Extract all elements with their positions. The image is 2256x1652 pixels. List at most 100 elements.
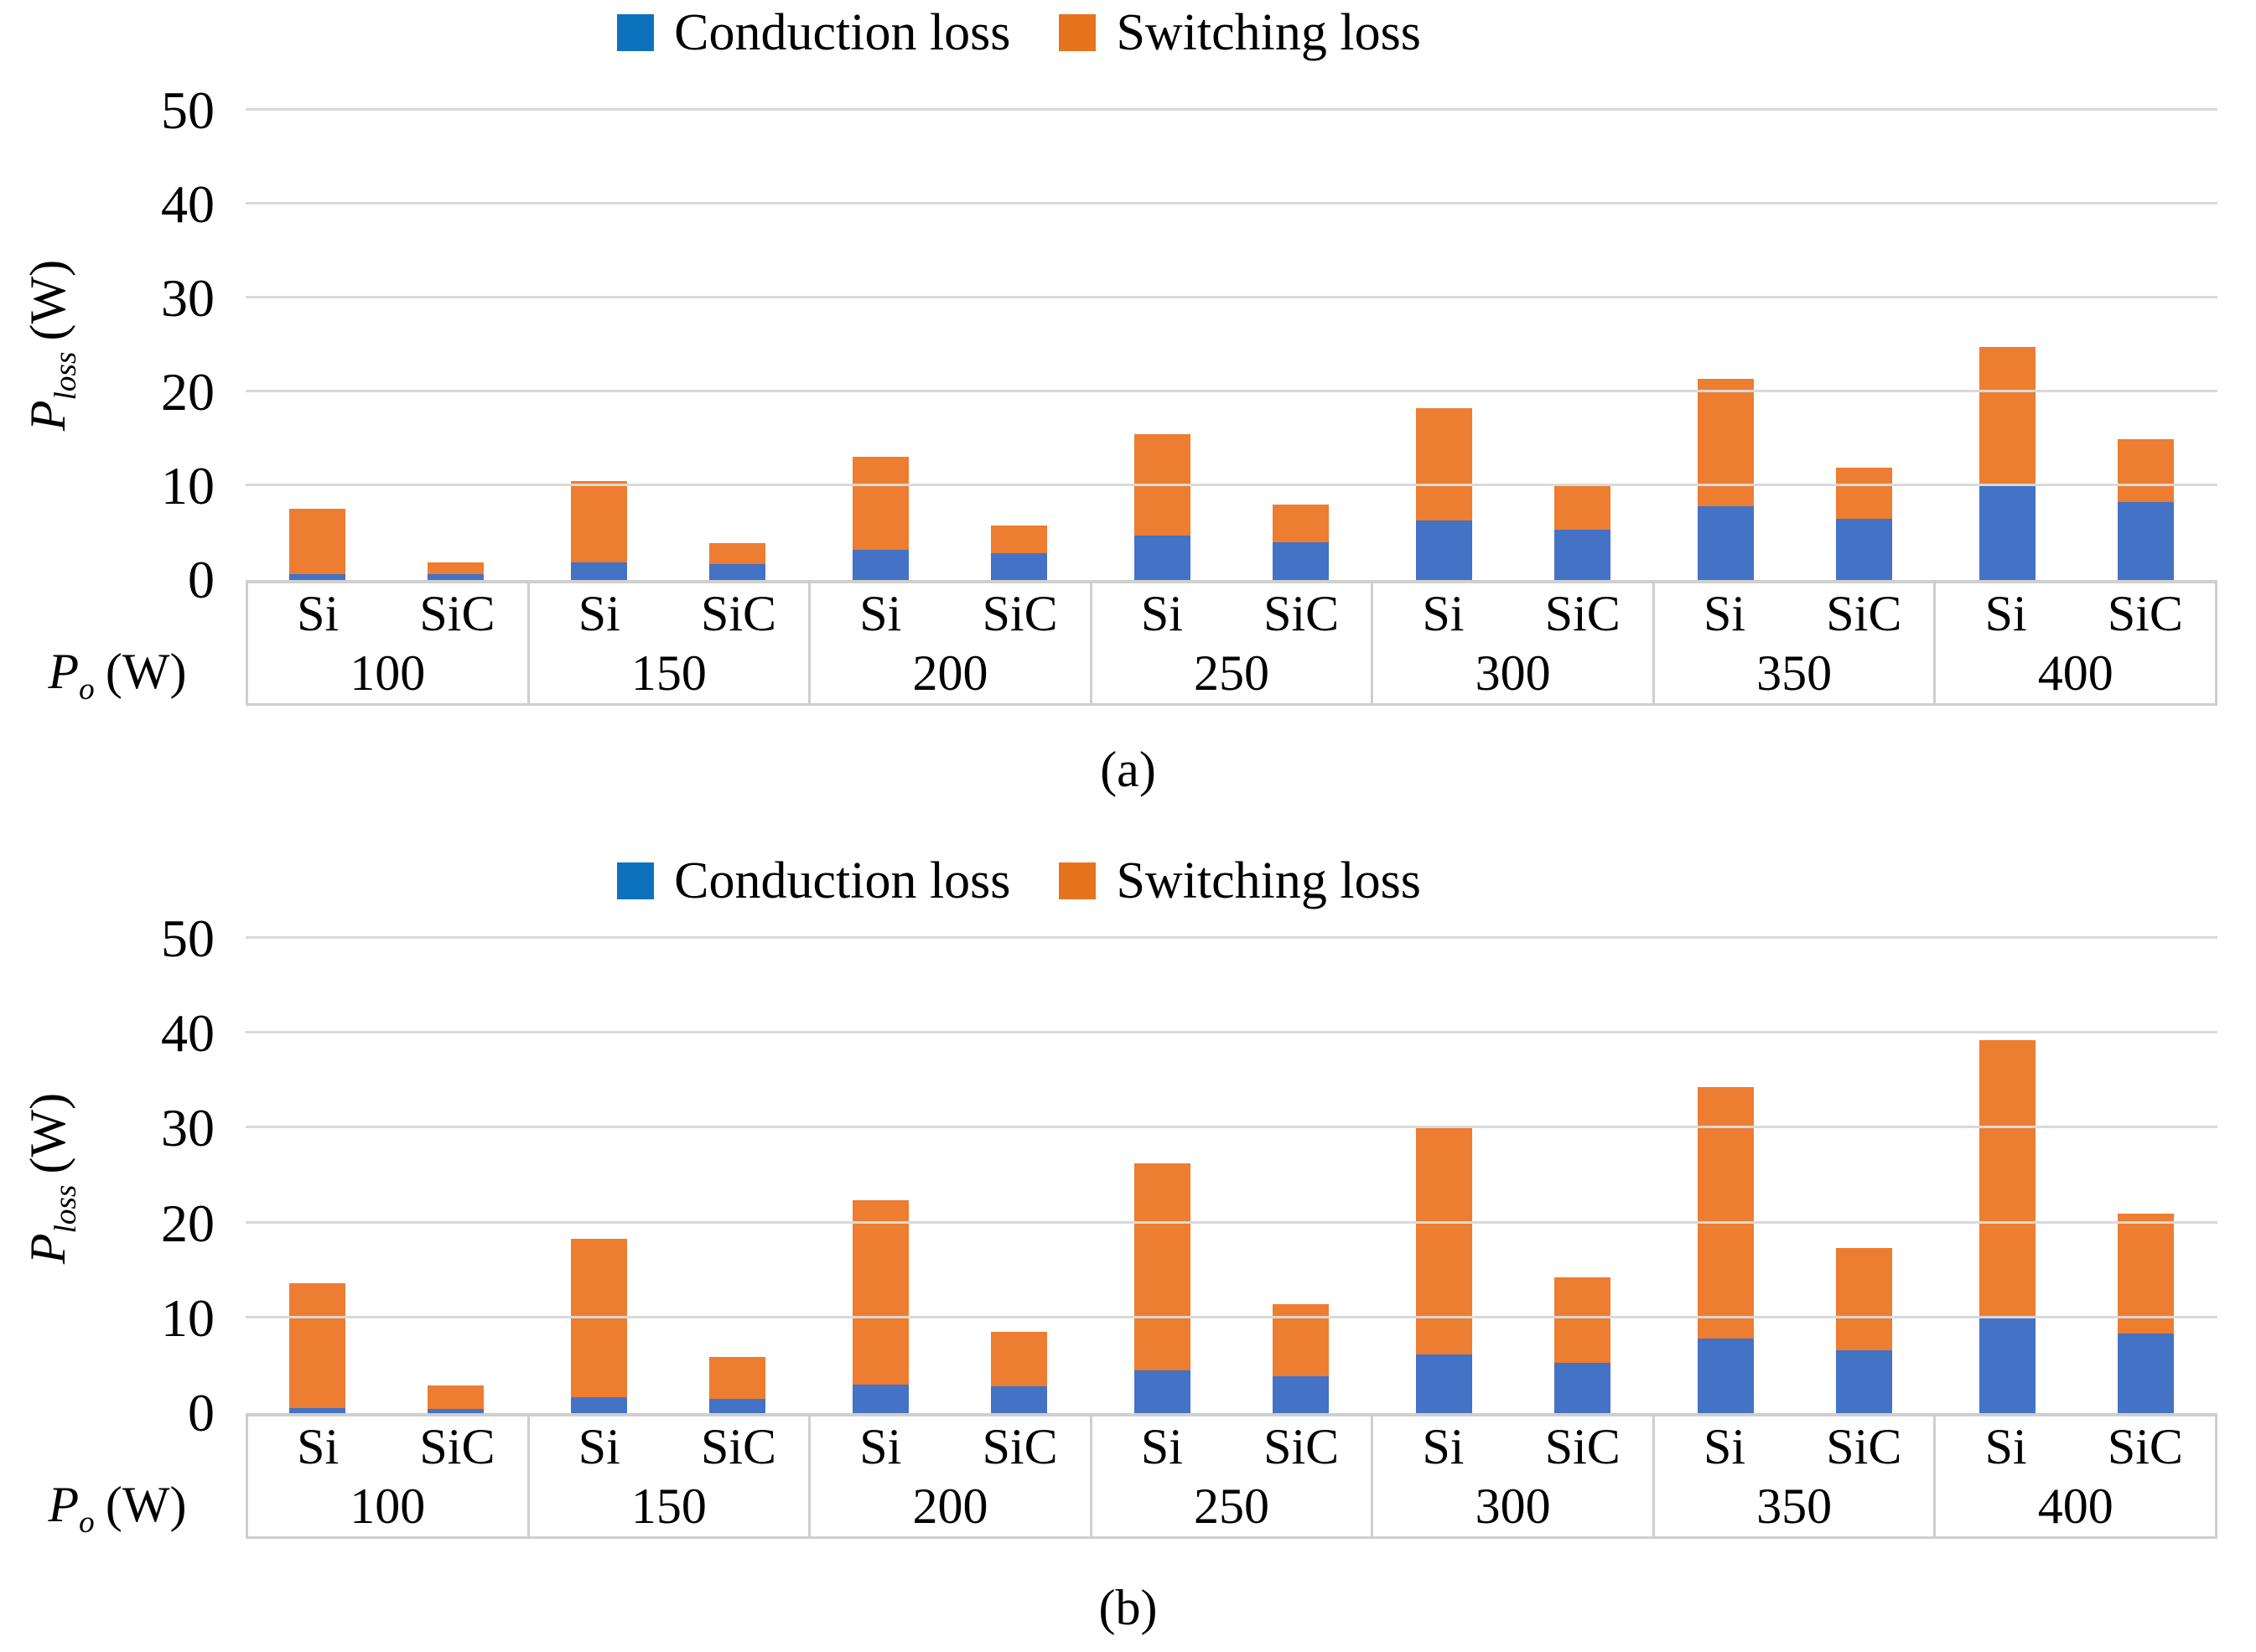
category-label: 300 <box>1475 645 1551 702</box>
category-cell-300: Si SiC 300 <box>1373 1416 1655 1536</box>
switching-loss-segment <box>289 1282 346 1409</box>
bar-label-Si: Si <box>1984 1418 2027 1474</box>
switching-loss-segment <box>427 1385 484 1410</box>
y-tick-label: 10 <box>161 1287 215 1348</box>
switching-loss-segment <box>1835 1248 1892 1351</box>
y-tick-label: 20 <box>161 1193 215 1253</box>
conduction-loss-segment <box>1698 1338 1755 1413</box>
bar-group-300 <box>1372 111 1654 580</box>
bar-label-SiC: SiC <box>700 585 777 641</box>
switching-loss-segment <box>571 481 628 562</box>
conduction-loss-segment <box>853 550 910 580</box>
conduction-loss-segment <box>1272 1375 1329 1413</box>
conduction-loss-legend-swatch <box>617 862 655 899</box>
device-label-row: Si SiC <box>1936 1416 2215 1477</box>
bar-label-Si: Si <box>297 585 340 641</box>
bar-label-SiC: SiC <box>419 1418 495 1474</box>
conduction-loss-segment <box>1835 519 1892 580</box>
bar-label-Si: Si <box>1140 585 1183 641</box>
switching-loss-legend-label: Switching loss <box>1116 852 1421 909</box>
y-tick-label: 30 <box>161 268 215 328</box>
stacked-bar-100-Si <box>289 111 346 580</box>
device-label-row: Si SiC <box>530 583 809 644</box>
bar-label-Si: Si <box>1984 585 2027 641</box>
stacked-bar-200-Si <box>853 939 910 1413</box>
category-cell-250: Si SiC 250 <box>1092 1416 1374 1536</box>
stacked-bar-250-SiC <box>1272 111 1329 580</box>
y-tick-label: 0 <box>188 1383 215 1442</box>
conduction-loss-segment <box>289 1408 346 1413</box>
conduction-loss-segment <box>1553 1363 1610 1413</box>
switching-loss-segment <box>2117 439 2174 503</box>
gridline <box>246 390 2217 392</box>
category-label: 250 <box>1194 645 1270 702</box>
gridline <box>246 1126 2217 1129</box>
conduction-loss-segment <box>1835 1350 1892 1413</box>
bar-label-Si: Si <box>1422 585 1465 641</box>
switching-loss-segment <box>708 543 765 564</box>
switching-loss-segment <box>1553 486 1610 530</box>
bar-label-SiC: SiC <box>982 1418 1058 1474</box>
conduction-loss-segment <box>571 562 628 580</box>
conduction-loss-segment <box>1553 529 1610 580</box>
gridline <box>246 1220 2217 1224</box>
category-label: 350 <box>1756 1479 1833 1535</box>
chart-panel-a: Conduction loss Switching loss Ploss(W) … <box>20 7 2217 795</box>
conduction-loss-segment <box>1416 1354 1473 1413</box>
bar-group-150 <box>527 939 809 1413</box>
switching-loss-segment <box>1272 505 1329 543</box>
category-cell-350: Si SiC 350 <box>1655 1416 1937 1536</box>
legend: Conduction loss Switching loss <box>0 855 2147 907</box>
category-label: 150 <box>630 645 707 702</box>
category-cell-150: Si SiC 150 <box>530 583 812 703</box>
bar-groups <box>246 939 2217 1413</box>
bar-group-350 <box>1654 939 1936 1413</box>
device-label-row: Si SiC <box>1092 583 1372 644</box>
conduction-loss-segment <box>708 1399 765 1413</box>
stacked-bar-300-Si <box>1416 939 1473 1413</box>
conduction-loss-segment <box>1979 486 2036 580</box>
stacked-bar-250-Si <box>1134 939 1191 1413</box>
conduction-loss-segment <box>2117 1333 2174 1413</box>
device-label-row: Si SiC <box>1936 583 2215 644</box>
conduction-loss-segment <box>1416 520 1473 580</box>
category-cell-250: Si SiC 250 <box>1092 583 1374 703</box>
stacked-bar-400-Si <box>1979 111 2036 580</box>
switching-loss-segment <box>1416 408 1473 521</box>
conduction-loss-segment <box>1272 542 1329 580</box>
device-label-row: Si SiC <box>1655 583 1934 644</box>
stacked-bar-400-Si <box>1979 939 2036 1413</box>
bar-label-Si: Si <box>297 1418 340 1474</box>
switching-loss-segment <box>1835 467 1892 520</box>
switching-loss-segment <box>1698 379 1755 506</box>
stacked-bar-150-Si <box>571 939 628 1413</box>
switching-loss-segment <box>990 1331 1047 1387</box>
category-cell-200: Si SiC 200 <box>811 1416 1092 1536</box>
bar-group-100 <box>246 939 527 1413</box>
bar-label-Si: Si <box>1140 1418 1183 1474</box>
conduction-loss-segment <box>427 574 484 580</box>
device-label-row: Si SiC <box>1655 1416 1934 1477</box>
switching-loss-legend-swatch <box>1059 14 1097 51</box>
bar-label-Si: Si <box>859 1418 902 1474</box>
bar-label-SiC: SiC <box>2107 1418 2183 1474</box>
stacked-bar-350-Si <box>1698 939 1755 1413</box>
stacked-bar-250-SiC <box>1272 939 1329 1413</box>
gridline <box>246 1315 2217 1318</box>
category-cell-350: Si SiC 350 <box>1655 583 1937 703</box>
conduction-loss-legend-swatch <box>617 14 655 51</box>
device-label-row: Si SiC <box>248 1416 527 1477</box>
switching-loss-segment <box>708 1357 765 1400</box>
device-label-row: Si SiC <box>1373 583 1652 644</box>
stacked-bar-150-SiC <box>708 111 765 580</box>
stacked-bar-150-SiC <box>708 939 765 1413</box>
y-tick-label: 20 <box>161 362 215 422</box>
category-label: 200 <box>912 645 988 702</box>
stacked-bar-200-SiC <box>990 111 1047 580</box>
bar-label-SiC: SiC <box>1826 1418 1902 1474</box>
category-cell-200: Si SiC 200 <box>811 583 1092 703</box>
category-axis: Si SiC 100 Si SiC 150 Si SiC 200 Si SiC 250 Si SiC 300… <box>246 583 2217 706</box>
conduction-loss-segment <box>708 563 765 580</box>
stacked-bar-250-Si <box>1134 111 1191 580</box>
conduction-loss-segment <box>289 574 346 580</box>
